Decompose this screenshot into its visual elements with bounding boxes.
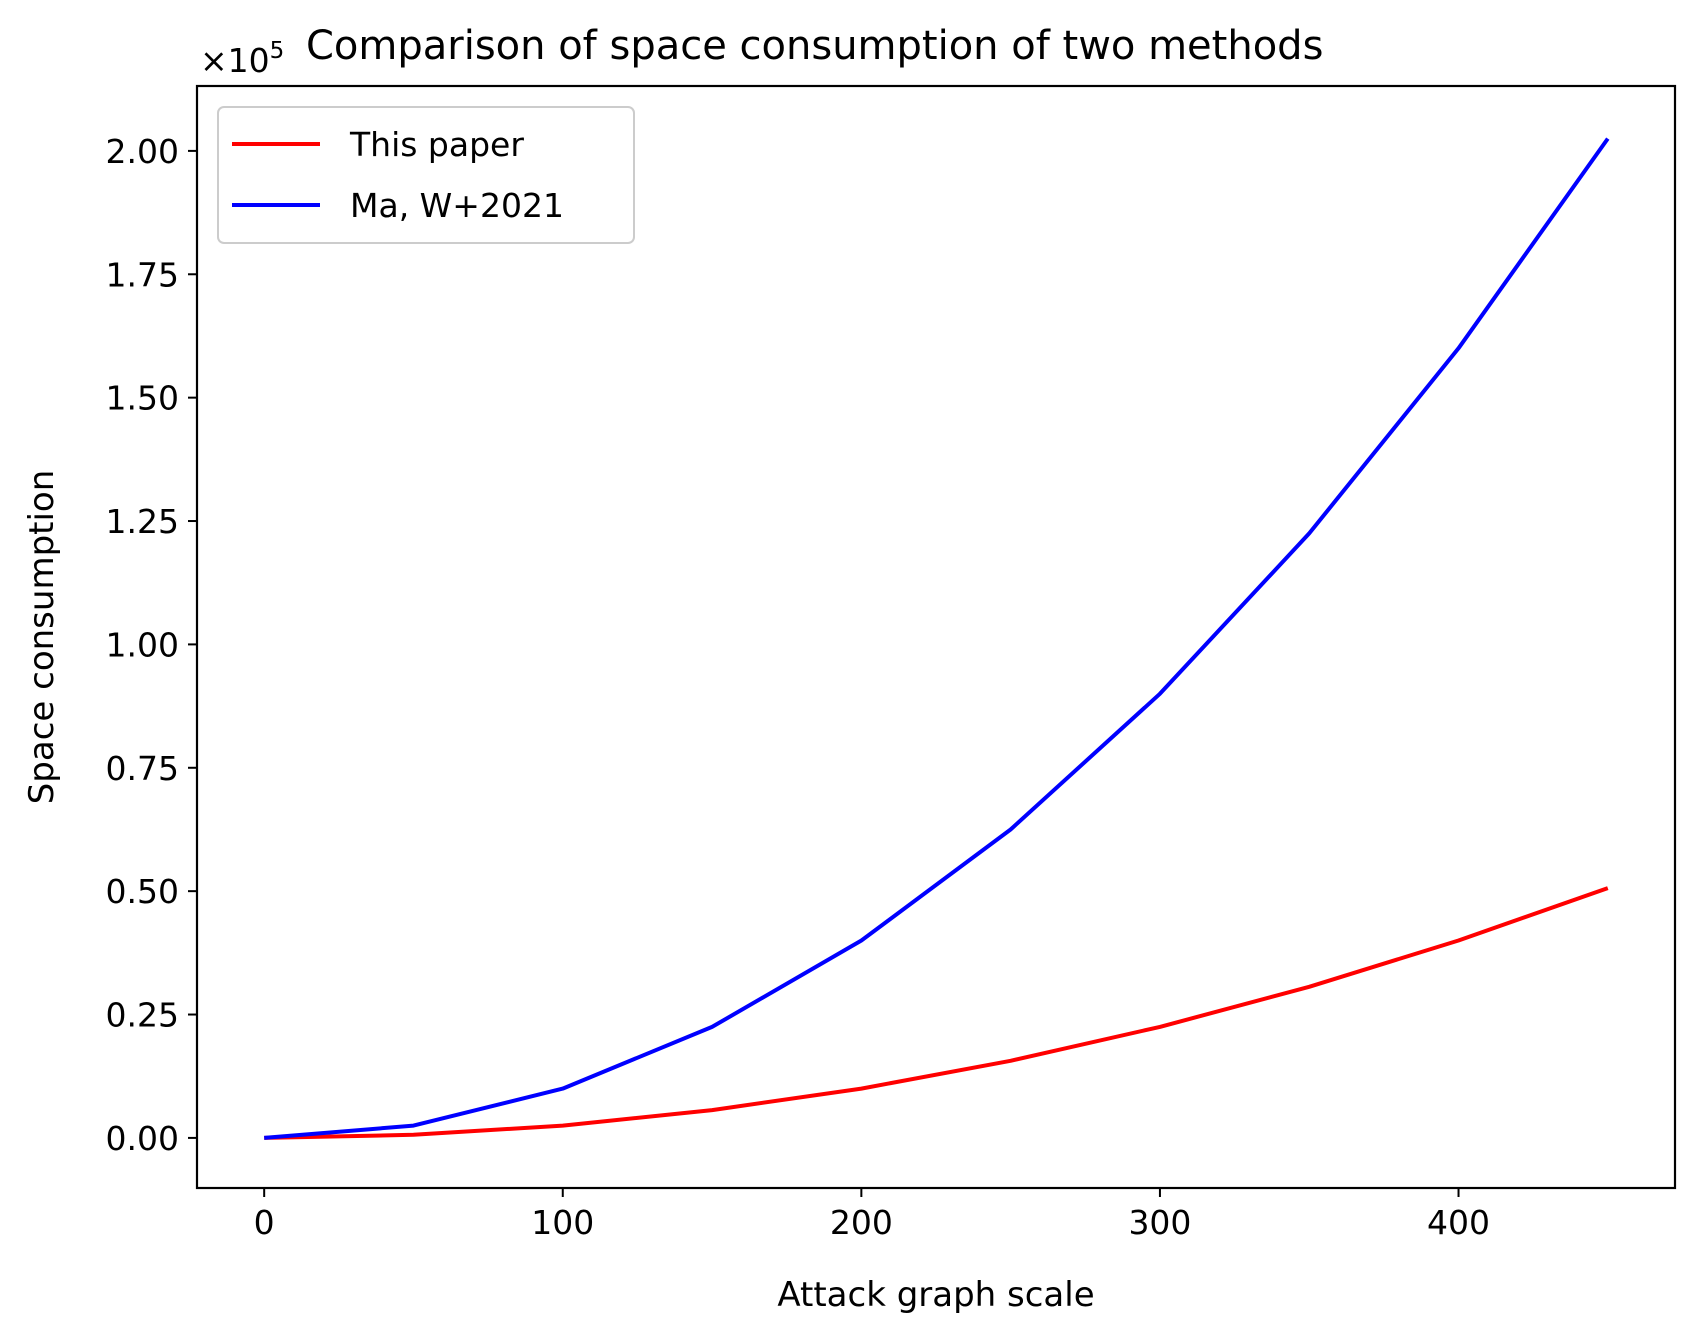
- legend-label-this-paper: This paper: [349, 125, 524, 164]
- x-tick-label: 200: [830, 1203, 893, 1242]
- y-offset-text: ×105: [200, 38, 284, 80]
- y-tick-label: 0.75: [106, 749, 179, 788]
- y-offset-exponent: 5: [270, 38, 285, 64]
- series-line-1: [264, 137, 1610, 1140]
- legend-label-ma-w-2021: Ma, W+2021: [350, 186, 564, 225]
- x-tick-label: 300: [1128, 1203, 1191, 1242]
- y-tick-label: 2.00: [106, 132, 179, 171]
- y-axis: 0.00 0.25 0.50 0.75 1.00 1.25 1.50 1.75 2.00: [106, 132, 197, 1158]
- x-tick-label: 100: [531, 1203, 594, 1242]
- series-layer: [264, 137, 1610, 1140]
- legend-box: [217, 106, 635, 244]
- y-tick-label: 0.50: [106, 872, 179, 911]
- y-tick-label: 1.75: [106, 255, 179, 294]
- chart-title: Comparison of space consumption of two m…: [306, 23, 1323, 69]
- series-line-0: [264, 886, 1609, 1140]
- x-axis-label: Attack graph scale: [777, 1275, 1094, 1315]
- x-tick-label: 400: [1427, 1203, 1490, 1242]
- x-axis: 0 100 200 300 400: [254, 1188, 1490, 1242]
- y-tick-label: 1.25: [106, 502, 179, 541]
- y-tick-label: 1.00: [106, 625, 179, 664]
- y-tick-label: 1.50: [106, 379, 179, 418]
- y-tick-label: 0.25: [106, 996, 179, 1035]
- plot-area: [195, 84, 1677, 1190]
- y-tick-label: 0.00: [106, 1119, 179, 1158]
- legend: This paper Ma, W+2021: [217, 106, 635, 244]
- y-offset-base: ×10: [200, 41, 270, 80]
- y-axis-label: Space consumption: [22, 470, 62, 805]
- x-tick-label: 0: [254, 1203, 275, 1242]
